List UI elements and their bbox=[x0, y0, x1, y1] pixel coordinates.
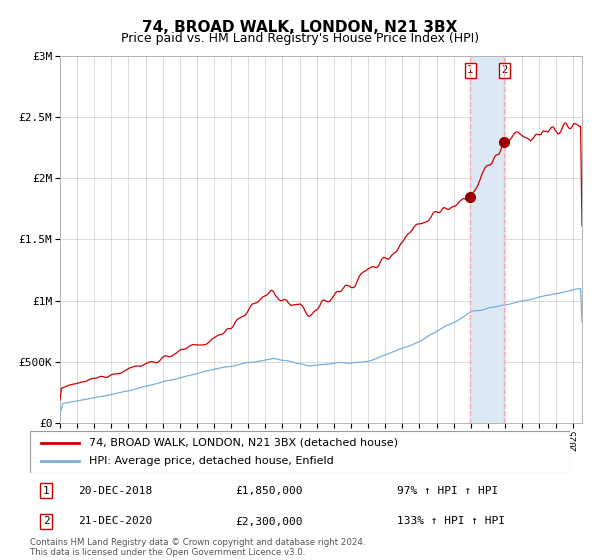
Text: Contains HM Land Registry data © Crown copyright and database right 2024.
This d: Contains HM Land Registry data © Crown c… bbox=[30, 538, 365, 557]
Text: £1,850,000: £1,850,000 bbox=[235, 486, 303, 496]
Text: 74, BROAD WALK, LONDON, N21 3BX (detached house): 74, BROAD WALK, LONDON, N21 3BX (detache… bbox=[89, 438, 398, 448]
Text: 2: 2 bbox=[43, 516, 50, 526]
Bar bbox=[470, 56, 505, 423]
Text: 1: 1 bbox=[43, 486, 50, 496]
Text: 74, BROAD WALK, LONDON, N21 3BX: 74, BROAD WALK, LONDON, N21 3BX bbox=[142, 20, 458, 35]
Text: HPI: Average price, detached house, Enfield: HPI: Average price, detached house, Enfi… bbox=[89, 456, 334, 466]
Text: 2: 2 bbox=[502, 65, 508, 75]
Text: 20-DEC-2018: 20-DEC-2018 bbox=[79, 486, 153, 496]
Text: 21-DEC-2020: 21-DEC-2020 bbox=[79, 516, 153, 526]
Text: 133% ↑ HPI ↑ HPI: 133% ↑ HPI ↑ HPI bbox=[397, 516, 505, 526]
Text: £2,300,000: £2,300,000 bbox=[235, 516, 303, 526]
Text: 1: 1 bbox=[467, 65, 473, 75]
FancyBboxPatch shape bbox=[30, 431, 570, 473]
Text: 97% ↑ HPI ↑ HPI: 97% ↑ HPI ↑ HPI bbox=[397, 486, 499, 496]
Text: Price paid vs. HM Land Registry's House Price Index (HPI): Price paid vs. HM Land Registry's House … bbox=[121, 32, 479, 45]
